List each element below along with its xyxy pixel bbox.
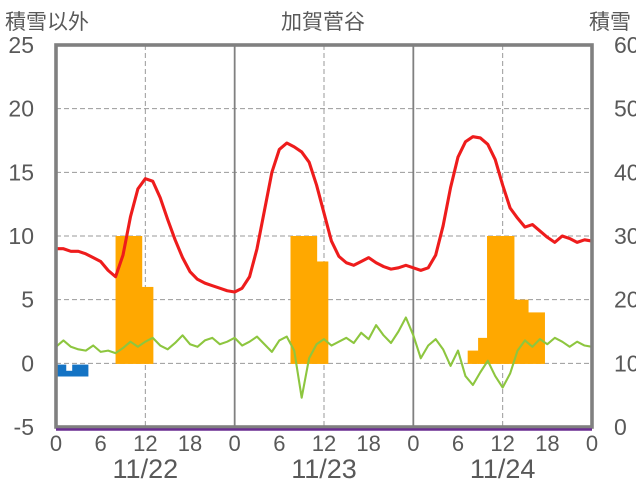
svg-text:50: 50 xyxy=(614,96,636,122)
svg-text:12: 12 xyxy=(312,431,336,456)
svg-text:12: 12 xyxy=(133,431,157,456)
svg-text:0: 0 xyxy=(407,431,419,456)
svg-text:5: 5 xyxy=(21,287,34,313)
svg-text:10: 10 xyxy=(614,350,636,376)
svg-text:30: 30 xyxy=(614,223,636,249)
svg-text:18: 18 xyxy=(356,431,380,456)
svg-text:0: 0 xyxy=(586,431,598,456)
svg-text:0: 0 xyxy=(614,414,627,440)
svg-text:11/22: 11/22 xyxy=(113,454,179,484)
svg-text:6: 6 xyxy=(452,431,464,456)
svg-text:18: 18 xyxy=(535,431,559,456)
svg-text:12: 12 xyxy=(490,431,514,456)
svg-text:11/24: 11/24 xyxy=(470,454,536,484)
svg-text:40: 40 xyxy=(614,159,636,185)
svg-text:15: 15 xyxy=(8,159,34,185)
svg-text:0: 0 xyxy=(229,431,241,456)
svg-text:6: 6 xyxy=(95,431,107,456)
svg-text:20: 20 xyxy=(8,96,34,122)
svg-text:0: 0 xyxy=(21,350,34,376)
svg-text:11/23: 11/23 xyxy=(291,454,357,484)
svg-text:6: 6 xyxy=(273,431,285,456)
svg-text:18: 18 xyxy=(178,431,202,456)
svg-text:-5: -5 xyxy=(14,414,34,440)
svg-text:0: 0 xyxy=(50,431,62,456)
svg-text:20: 20 xyxy=(614,287,636,313)
svg-text:10: 10 xyxy=(8,223,34,249)
